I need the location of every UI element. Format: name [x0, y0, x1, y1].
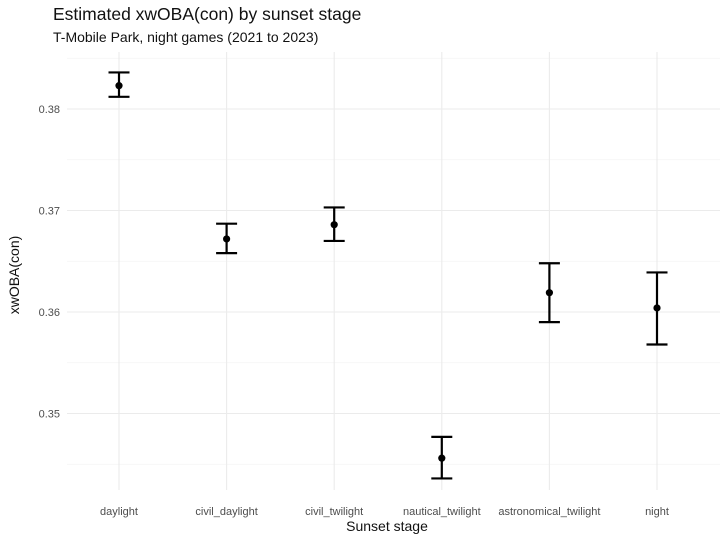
- y-tick-label: 0.35: [39, 409, 60, 421]
- x-tick-label: civil_daylight: [195, 506, 257, 518]
- point-daylight: [115, 82, 123, 90]
- x-axis-label: Sunset stage: [346, 518, 428, 534]
- y-tick-label: 0.36: [39, 307, 60, 319]
- x-tick-label: daylight: [100, 506, 138, 518]
- y-tick-label: 0.38: [39, 104, 60, 116]
- x-tick-label: civil_twilight: [305, 506, 363, 518]
- x-tick-label: night: [645, 506, 669, 518]
- chart-title: Estimated xwOBA(con) by sunset stage: [53, 4, 362, 24]
- point-civil_twilight: [330, 221, 338, 229]
- x-tick-label: nautical_twilight: [403, 506, 481, 518]
- point-astronomical_twilight: [545, 289, 554, 297]
- y-tick-label: 0.37: [39, 206, 60, 218]
- point-night: [653, 304, 661, 312]
- point-nautical_twilight: [438, 454, 446, 462]
- point-civil_daylight: [223, 235, 231, 243]
- chart-subtitle: T-Mobile Park, night games (2021 to 2023…: [53, 29, 319, 45]
- x-tick-label: astronomical_twilight: [498, 506, 600, 518]
